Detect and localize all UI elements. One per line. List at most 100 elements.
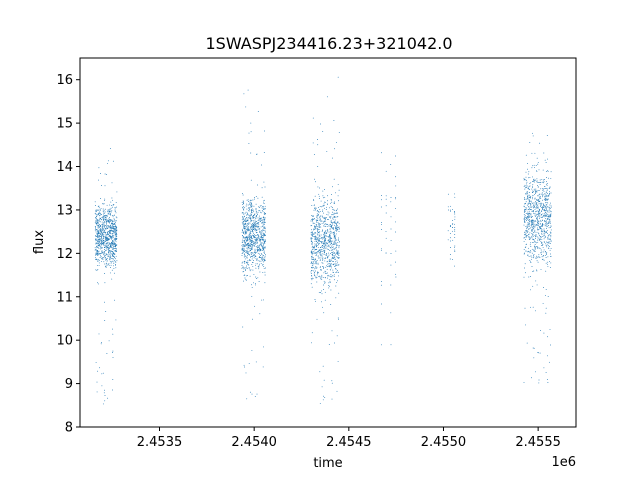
- data-point: [254, 222, 256, 223]
- data-point: [100, 244, 102, 246]
- data-point: [243, 244, 245, 246]
- data-point: [538, 201, 540, 203]
- data-point: [107, 162, 108, 164]
- data-point: [254, 241, 256, 243]
- data-point: [113, 231, 115, 233]
- data-point: [325, 245, 327, 247]
- data-point: [546, 213, 548, 215]
- data-point: [97, 227, 99, 229]
- data-point: [550, 206, 552, 208]
- data-point: [251, 255, 253, 257]
- data-point: [104, 301, 105, 303]
- data-point: [242, 204, 244, 206]
- data-point: [252, 209, 254, 211]
- data-point: [313, 228, 315, 230]
- data-point: [244, 250, 246, 252]
- data-point: [101, 229, 103, 231]
- data-point: [523, 219, 525, 221]
- data-point: [264, 247, 266, 249]
- data-point: [315, 249, 316, 250]
- data-point: [108, 211, 110, 212]
- data-point: [529, 142, 531, 143]
- data-point: [250, 250, 252, 251]
- data-point: [249, 235, 251, 237]
- data-point: [328, 254, 330, 256]
- data-point: [322, 190, 324, 192]
- data-point: [537, 247, 539, 249]
- data-point: [317, 243, 319, 244]
- data-point: [242, 235, 243, 236]
- data-point: [246, 208, 248, 210]
- data-point: [107, 264, 109, 265]
- data-point: [104, 230, 106, 232]
- data-point: [252, 237, 254, 239]
- data-point: [116, 220, 118, 222]
- data-point: [334, 236, 336, 238]
- data-point: [243, 227, 245, 229]
- data-point: [321, 269, 322, 271]
- data-point: [257, 228, 259, 230]
- data-point: [523, 211, 525, 213]
- data-point: [536, 216, 538, 218]
- data-point: [261, 260, 263, 262]
- data-point: [550, 213, 552, 215]
- data-point: [319, 187, 320, 189]
- data-point: [104, 240, 106, 242]
- data-point: [314, 243, 316, 245]
- data-point: [536, 191, 537, 193]
- data-point: [324, 231, 326, 233]
- data-point: [108, 249, 110, 251]
- data-point: [247, 230, 249, 231]
- data-point: [250, 247, 252, 249]
- data-point: [104, 185, 106, 187]
- data-point: [320, 255, 322, 257]
- data-point: [320, 253, 322, 255]
- data-point: [321, 249, 323, 251]
- data-point: [331, 248, 333, 250]
- data-point: [450, 225, 452, 227]
- data-point: [249, 222, 251, 224]
- data-point: [102, 252, 104, 254]
- data-point: [535, 224, 537, 226]
- data-point: [112, 254, 114, 256]
- data-point: [319, 216, 321, 218]
- data-point: [262, 216, 264, 218]
- data-point: [110, 205, 112, 207]
- data-point: [107, 225, 109, 227]
- data-point: [331, 276, 333, 278]
- data-point: [540, 249, 542, 251]
- data-point: [258, 209, 260, 211]
- data-point: [97, 240, 99, 242]
- data-point: [257, 214, 258, 215]
- data-point: [243, 275, 245, 277]
- data-point: [250, 239, 252, 241]
- data-point: [104, 216, 106, 218]
- data-point: [543, 194, 545, 196]
- data-point: [259, 271, 261, 273]
- data-point: [311, 219, 313, 220]
- data-point: [452, 223, 454, 225]
- data-point: [106, 215, 108, 217]
- data-point: [539, 208, 541, 210]
- data-point: [525, 154, 527, 156]
- data-point: [538, 215, 540, 217]
- data-point: [330, 240, 332, 242]
- data-point: [246, 225, 248, 227]
- data-point: [251, 256, 253, 258]
- data-point: [252, 225, 254, 227]
- data-point: [256, 217, 258, 219]
- data-point: [249, 254, 251, 256]
- data-point: [531, 235, 533, 237]
- data-point: [111, 226, 113, 228]
- data-point: [333, 243, 335, 245]
- data-point: [335, 235, 337, 237]
- data-point: [327, 256, 329, 258]
- data-point: [547, 202, 549, 204]
- data-point: [317, 228, 319, 230]
- data-point: [329, 241, 331, 243]
- data-point: [333, 212, 335, 214]
- data-point: [255, 284, 257, 286]
- data-point: [100, 207, 102, 209]
- data-point: [260, 262, 262, 264]
- data-point: [263, 202, 265, 204]
